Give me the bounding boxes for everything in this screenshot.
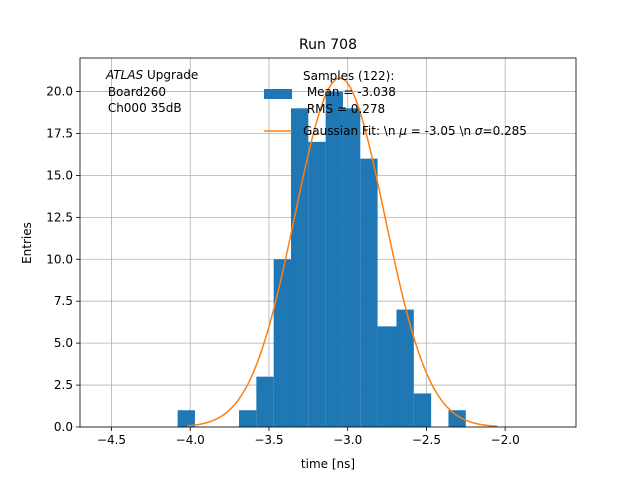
legend-samples-mean: Mean = -3.038 — [303, 85, 396, 99]
legend-samples-rms: RMS = 0.278 — [303, 102, 385, 116]
histogram-bar — [342, 108, 361, 428]
gaussian-fit-curve — [187, 77, 498, 428]
y-tick-label: 10.0 — [46, 252, 73, 266]
x-tick-label: −4.0 — [176, 433, 205, 447]
x-tick-label: −3.0 — [333, 433, 362, 447]
y-tick-label: 0.0 — [54, 420, 73, 434]
chart-title: Run 708 — [299, 37, 357, 53]
plot-frame — [79, 57, 577, 428]
histogram-bar — [273, 259, 291, 427]
atlas-annotation: ATLAS Upgrade Board260 Ch000 35dB — [104, 68, 198, 115]
y-tick-label: 7.5 — [54, 294, 73, 308]
histogram-bar — [360, 158, 378, 428]
legend-fit-sigma: σ — [475, 124, 483, 138]
x-tick-label: −4.5 — [97, 433, 126, 447]
legend: Samples (122): Mean = -3.038 RMS = 0.278… — [264, 69, 527, 138]
histogram-bar — [239, 410, 257, 427]
x-axis-label: time [ns] — [301, 457, 355, 471]
histogram-bar — [290, 108, 309, 428]
legend-samples-title: Samples (122): — [303, 69, 394, 83]
histogram-bars — [177, 91, 466, 428]
y-tick-label: 15.0 — [46, 168, 73, 182]
annotation-upgrade: Upgrade — [143, 68, 198, 82]
y-tick-label: 20.0 — [46, 85, 73, 99]
legend-fit-mu: μ — [398, 124, 407, 138]
histogram-bar — [377, 326, 397, 427]
legend-fit-end: =0.285 — [483, 124, 527, 138]
y-axis-ticks: 0.0 2.5 5.0 7.5 10.0 12.5 15.0 17.5 20.0 — [46, 85, 80, 434]
legend-samples-swatch — [264, 89, 292, 99]
histogram-bar — [325, 91, 343, 427]
x-axis-ticks: −4.5 −4.0 −3.5 −3.0 −2.5 −2.0 — [97, 427, 520, 447]
y-tick-label: 17.5 — [46, 126, 73, 140]
y-axis-label: Entries — [20, 222, 34, 264]
annotation-atlas: ATLAS — [105, 68, 144, 82]
x-tick-label: −2.5 — [412, 433, 441, 447]
y-tick-label: 5.0 — [54, 336, 73, 350]
histogram-bar — [413, 393, 432, 427]
histogram-bar — [308, 141, 326, 427]
legend-fit-label: Gaussian Fit: \n μ = -3.05 \n σ=0.285 — [303, 124, 527, 138]
legend-fit-mid: = -3.05 \n — [407, 124, 475, 138]
histogram-bar — [177, 410, 195, 427]
x-tick-label: −2.0 — [491, 433, 520, 447]
y-tick-label: 2.5 — [54, 378, 73, 392]
histogram-bar — [256, 376, 274, 427]
legend-fit-prefix: Gaussian Fit: \n — [303, 124, 399, 138]
histogram-bar — [448, 410, 466, 427]
y-tick-label: 12.5 — [46, 210, 73, 224]
annotation-line-2: Board260 — [104, 85, 166, 99]
x-tick-label: −3.5 — [254, 433, 283, 447]
histogram-bar — [396, 309, 414, 427]
annotation-line-1: ATLAS Upgrade — [105, 68, 198, 82]
annotation-line-3: Ch000 35dB — [104, 101, 182, 115]
